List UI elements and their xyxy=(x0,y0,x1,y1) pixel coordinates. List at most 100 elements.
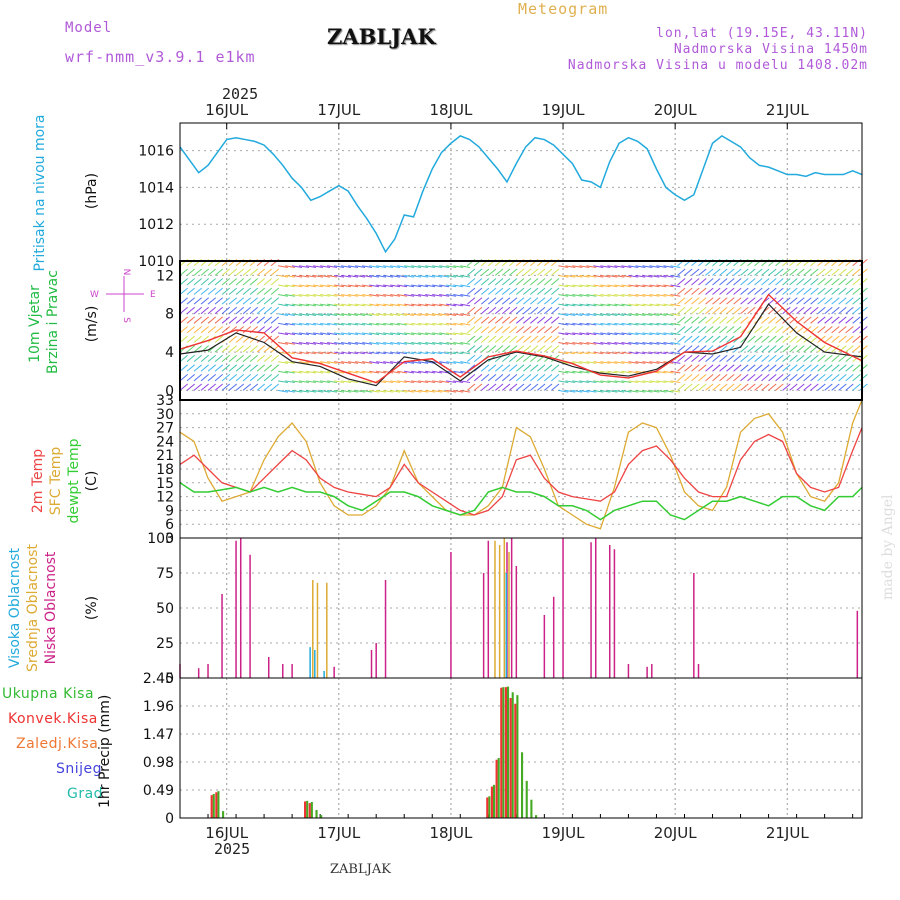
temp-ytick: 33 xyxy=(156,393,174,409)
wind-arrow xyxy=(698,278,707,286)
wind-arrow xyxy=(186,316,195,324)
wind-arrow xyxy=(824,335,833,343)
wind-arrow xyxy=(775,354,784,363)
wind-arrow xyxy=(523,374,532,382)
wind-arrow xyxy=(418,370,429,374)
wind-arrow xyxy=(214,326,224,334)
wind-arrow xyxy=(390,351,401,355)
wind-arrow xyxy=(446,332,457,336)
wind-arrow xyxy=(473,374,483,382)
wind-arrow xyxy=(397,274,408,278)
wind-arrow xyxy=(761,374,770,382)
wind-arrow xyxy=(635,294,646,297)
wind-arrow xyxy=(698,316,707,324)
precip-total-bar xyxy=(306,800,309,818)
wind-arrow xyxy=(376,284,387,288)
wind-arrow xyxy=(487,287,497,295)
wind-arrow xyxy=(810,278,819,286)
page-title: ZABLJAK xyxy=(327,24,436,49)
wind-arrow xyxy=(572,351,583,355)
wind-arrow xyxy=(299,274,310,278)
wind-arrow xyxy=(186,335,195,343)
wind-arrow xyxy=(859,335,868,343)
wind-arrow xyxy=(306,332,317,336)
wind-arrow xyxy=(418,322,429,326)
wind-arrow xyxy=(544,287,553,295)
wind-arrow xyxy=(299,370,310,374)
wind-arrow xyxy=(320,370,331,374)
wind-arrow xyxy=(544,364,553,372)
wind-arrow xyxy=(817,383,826,391)
wind-arrow xyxy=(355,322,366,326)
wind-arrow xyxy=(494,297,504,305)
wind-arrow xyxy=(845,326,854,334)
wind-arrow xyxy=(537,335,546,343)
wind-arrow xyxy=(691,297,700,305)
wind-arrow xyxy=(628,294,639,297)
wind-arrow xyxy=(579,274,590,278)
wind-arrow xyxy=(516,316,525,324)
wind-arrow xyxy=(600,274,611,278)
wind-arrow xyxy=(726,316,735,324)
wind-arrow xyxy=(355,313,366,316)
wind-arrow xyxy=(242,268,252,276)
wind-arrow xyxy=(341,265,352,269)
wind-arrow xyxy=(705,268,714,276)
wind-arrow xyxy=(376,370,387,374)
wind-arrow xyxy=(579,284,590,288)
compass-e: E xyxy=(150,290,156,300)
wind-arrow xyxy=(530,374,539,382)
wind-arrow xyxy=(761,316,770,324)
wind-arrow xyxy=(383,284,394,288)
precip-ytick: 1.47 xyxy=(143,727,174,743)
wind-arrow xyxy=(334,380,345,384)
wind-arrow xyxy=(453,294,464,297)
wind-arrow xyxy=(285,322,296,326)
wind-arrow xyxy=(362,313,373,316)
wind-arrow xyxy=(411,351,422,355)
wind-arrow xyxy=(817,268,826,276)
wind-arrow xyxy=(621,265,632,269)
wind-arrow xyxy=(453,303,464,307)
x-tick-bottom: 16JUL xyxy=(205,824,248,842)
wind-arrow xyxy=(635,351,646,355)
wind-arrow xyxy=(460,303,471,307)
wind-arrow xyxy=(740,297,749,305)
wind-arrow xyxy=(341,322,352,326)
wind-arrow xyxy=(487,297,497,305)
wind-arrow xyxy=(418,265,429,269)
wind-arrow xyxy=(796,345,805,353)
wind-arrow xyxy=(740,287,749,295)
wind-arrow xyxy=(740,364,749,372)
wind-arrow xyxy=(761,287,770,295)
wind-arrow xyxy=(677,345,686,353)
wind-arrow xyxy=(425,274,436,278)
wind-arrow xyxy=(852,268,861,276)
wind-arrow xyxy=(705,297,714,305)
wind-arrow xyxy=(775,326,784,334)
x-tick-bottom: 19JUL xyxy=(542,824,585,842)
wind-arrow xyxy=(824,306,833,315)
wind-arrow xyxy=(292,351,303,355)
wind-arrow xyxy=(558,284,569,288)
wind-arrow xyxy=(509,316,518,324)
wind-arrow xyxy=(411,370,422,374)
wind-arrow xyxy=(466,326,476,334)
wind-arrow xyxy=(747,278,756,286)
wind-arrow xyxy=(390,303,401,307)
wind-arrow xyxy=(607,389,618,393)
wind-arrow xyxy=(193,306,202,315)
wind-arrow xyxy=(285,389,296,393)
wind-arrow xyxy=(179,326,188,334)
wind-arrow xyxy=(460,274,471,278)
wind-arrow xyxy=(621,294,632,297)
wind-arrow xyxy=(817,278,826,286)
wind-arrow xyxy=(334,370,345,374)
wind-arrow xyxy=(712,354,721,363)
wind-arrow xyxy=(263,364,273,372)
wind-arrow xyxy=(537,383,546,391)
wind-arrow xyxy=(586,351,597,355)
wind-arrow xyxy=(348,341,359,345)
wind-arrow xyxy=(691,287,700,295)
wind-arrow xyxy=(348,274,359,278)
